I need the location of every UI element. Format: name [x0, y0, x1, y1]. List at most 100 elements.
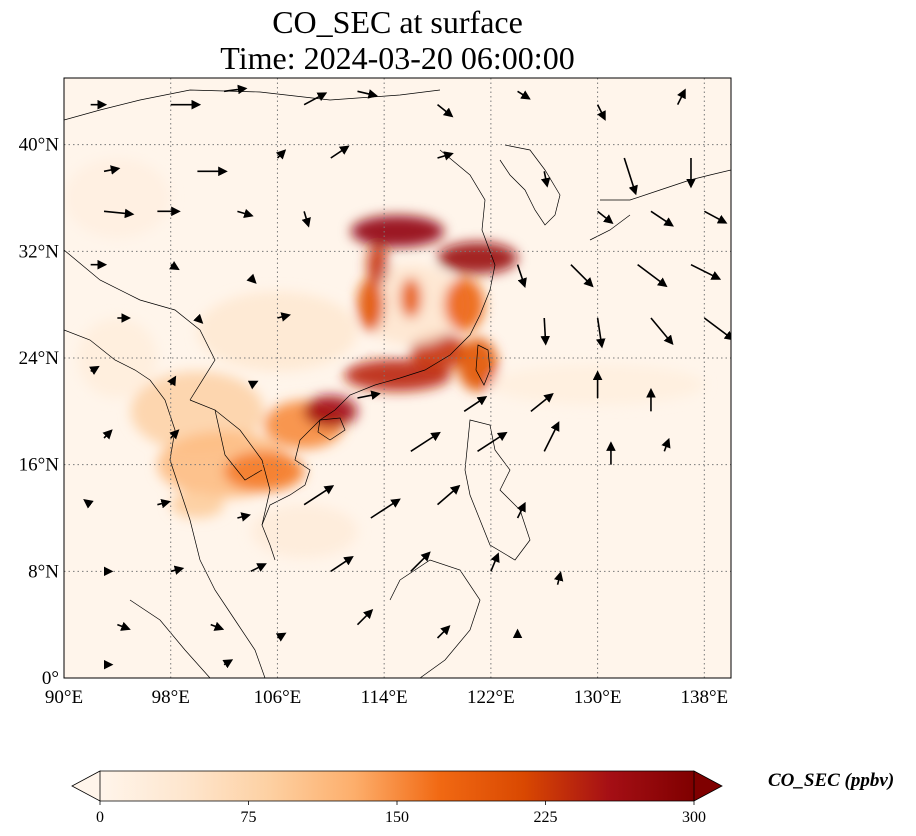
coastline-bay-of-bengal — [64, 329, 151, 381]
wind-arrow — [277, 312, 291, 322]
wind-arrow — [437, 104, 454, 118]
plume-region — [444, 278, 485, 332]
lon-tick-label: 106°E — [254, 687, 302, 708]
wind-arrow — [103, 208, 135, 219]
coastline-japan — [589, 169, 731, 241]
wind-arrow — [193, 313, 204, 324]
coastline-hainan — [317, 417, 346, 441]
wind-arrow — [690, 263, 722, 280]
coastline-taiwan — [475, 344, 491, 386]
wind-arrow — [517, 90, 531, 100]
lat-tick-label: 16°N — [19, 455, 60, 476]
plume-region — [130, 371, 265, 452]
map-title: CO_SEC at surface — [272, 4, 523, 40]
colorbar-tick-label: 300 — [682, 809, 706, 826]
lat-tick-label: 40°N — [19, 135, 60, 156]
wind-arrow — [436, 484, 461, 506]
wind-arrow — [250, 563, 267, 573]
coastline-sumatra — [129, 599, 211, 678]
wind-arrow — [436, 625, 451, 639]
coastline-myanmar — [149, 379, 201, 561]
wind-arrow — [490, 552, 500, 572]
wind-arrow — [596, 104, 606, 121]
wind-arrow — [167, 375, 177, 387]
colorbar-tick-label: 150 — [385, 809, 409, 826]
wind-arrow — [103, 165, 121, 175]
wind-arrow — [247, 380, 259, 390]
wind-arrow — [543, 421, 560, 452]
lat-tick-label: 0° — [42, 668, 59, 689]
wind-arrow — [553, 571, 564, 585]
colorbar-tick-label: 0 — [96, 809, 104, 826]
wind-arrow — [157, 498, 171, 509]
map-time: Time: 2024-03-20 06:00:00 — [220, 40, 575, 76]
wind-arrow — [540, 317, 551, 346]
wind-arrow — [463, 396, 488, 412]
wind-arrow — [102, 429, 113, 440]
wind-arrow — [703, 317, 731, 341]
wind-arrow — [275, 632, 287, 642]
coastline-korea — [499, 144, 561, 226]
wind-arrow — [410, 551, 431, 572]
wind-arrow — [540, 171, 551, 188]
wind-arrow — [570, 264, 594, 288]
lon-tick-label: 114°E — [361, 687, 408, 708]
wind-arrow — [303, 485, 335, 506]
wind-arrow — [170, 565, 185, 575]
wind-arrow — [516, 264, 527, 288]
wind-arrow — [357, 390, 381, 400]
wind-arrow — [595, 317, 606, 349]
wind-arrow — [237, 208, 254, 219]
wind-arrow — [330, 145, 350, 159]
wind-arrow — [676, 88, 686, 106]
wind-arrow — [650, 210, 674, 227]
lon-tick-label: 138°E — [680, 687, 728, 708]
plume-region — [224, 451, 305, 492]
plume-region — [357, 278, 385, 332]
coastline-malaysia — [199, 559, 266, 678]
lon-tick-label: 122°E — [467, 687, 515, 708]
plume-region — [437, 242, 518, 274]
plume-region — [366, 244, 389, 285]
coastline-china — [261, 149, 496, 561]
map-frame — [63, 77, 732, 679]
lon-tick-label: 98°E — [152, 687, 190, 708]
plume-region — [304, 395, 358, 428]
lon-tick-label: 130°E — [574, 687, 622, 708]
map-area — [64, 78, 731, 678]
lat-tick-label: 32°N — [19, 241, 60, 262]
border-indochina — [189, 399, 271, 526]
lon-tick-label: 90°E — [45, 687, 83, 708]
colorbar-gradient — [100, 771, 694, 801]
wind-arrow — [703, 210, 728, 224]
wind-arrow — [83, 499, 94, 509]
wind-vectors — [83, 84, 731, 670]
lat-tick-label: 8°N — [28, 561, 59, 582]
wind-arrow — [169, 261, 180, 271]
wind-arrow — [223, 84, 248, 95]
wind-arrow — [303, 92, 328, 106]
wind-arrow — [477, 431, 508, 453]
gridlines — [64, 78, 731, 678]
plume-region — [350, 215, 445, 248]
wind-arrow — [597, 210, 614, 225]
colorbar-label: CO_SEC (ppbv) — [768, 770, 895, 791]
wind-arrow — [246, 273, 257, 284]
wind-arrow — [661, 437, 671, 452]
wind-arrow — [410, 431, 441, 453]
colorbar-extend-min — [71, 770, 101, 802]
wind-arrow — [169, 429, 180, 440]
colorbar: 0 75 150 225 300 — [71, 770, 723, 826]
plume-region — [400, 278, 422, 318]
plume-region — [170, 491, 225, 518]
plume-region — [64, 158, 171, 238]
colorbar-extend-max — [693, 770, 723, 802]
wind-arrow — [89, 365, 100, 375]
colorbar-ticks: 0 75 150 225 300 — [96, 801, 706, 826]
plume-region — [77, 318, 158, 398]
wind-arrow — [623, 157, 638, 196]
coastline-philippines — [464, 419, 531, 561]
wind-arrow — [516, 501, 526, 519]
wind-arrow — [437, 151, 454, 161]
longitude-ticks: 90°E 98°E 106°E 114°E 122°E 130°E 138°E — [45, 687, 728, 708]
